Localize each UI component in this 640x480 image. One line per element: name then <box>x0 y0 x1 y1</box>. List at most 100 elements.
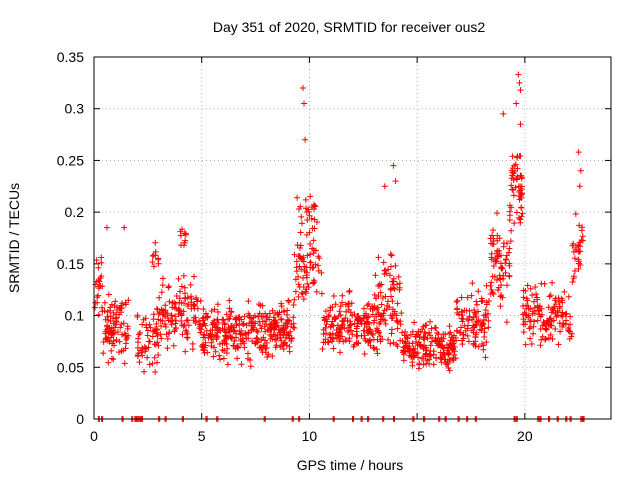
data-point <box>454 306 461 313</box>
data-point <box>337 349 344 356</box>
data-point <box>100 350 107 357</box>
data-point <box>172 313 179 320</box>
data-point <box>533 291 540 298</box>
data-point <box>288 321 295 328</box>
data-point <box>488 279 495 286</box>
data-point <box>497 293 504 300</box>
data-point <box>201 332 208 339</box>
data-point <box>500 275 507 282</box>
data-point <box>488 286 495 293</box>
data-point <box>263 344 270 351</box>
data-point <box>337 312 344 319</box>
data-point <box>534 317 541 324</box>
data-point <box>311 216 318 223</box>
data-point <box>537 303 544 310</box>
data-point <box>377 289 384 296</box>
data-point <box>103 335 110 342</box>
data-point <box>498 265 505 272</box>
data-point <box>153 320 160 327</box>
data-point <box>510 176 517 183</box>
data-point <box>541 280 548 287</box>
data-point <box>507 238 514 245</box>
data-point <box>386 304 393 311</box>
data-point <box>379 294 386 301</box>
data-point <box>278 316 285 323</box>
data-point <box>279 342 286 349</box>
data-point <box>104 308 111 315</box>
data-point <box>168 321 175 328</box>
data-point <box>245 335 252 342</box>
data-point <box>426 329 433 336</box>
data-point <box>335 332 342 339</box>
data-point <box>297 242 304 249</box>
data-point <box>493 276 500 283</box>
data-point <box>398 310 405 317</box>
data-point <box>234 355 241 362</box>
data-point <box>155 342 162 349</box>
data-point <box>298 220 305 227</box>
data-point <box>392 178 399 185</box>
data-point <box>297 229 304 236</box>
data-point <box>300 254 307 261</box>
data-point <box>204 314 211 321</box>
data-point <box>101 299 108 306</box>
data-point <box>102 316 109 323</box>
data-point <box>124 323 131 330</box>
data-point <box>377 338 384 345</box>
data-point <box>144 354 151 361</box>
data-point <box>207 332 214 339</box>
data-point <box>107 334 114 341</box>
data-point <box>433 355 440 362</box>
data-point <box>566 335 573 342</box>
data-point <box>119 300 126 307</box>
data-point <box>400 357 407 364</box>
data-point <box>371 302 378 309</box>
data-point <box>475 343 482 350</box>
data-point <box>101 307 108 314</box>
data-point <box>272 336 279 343</box>
data-point <box>409 347 416 354</box>
data-point <box>266 310 273 317</box>
data-point <box>378 301 385 308</box>
data-point <box>345 327 352 334</box>
data-point <box>151 354 158 361</box>
data-point <box>484 310 491 317</box>
data-point <box>385 336 392 343</box>
data-point <box>416 365 423 372</box>
data-point <box>121 224 128 231</box>
data-point <box>273 342 280 349</box>
data-point <box>230 342 237 349</box>
data-point <box>244 350 251 357</box>
data-point <box>535 307 542 314</box>
data-point <box>149 333 156 340</box>
data-point <box>506 260 513 267</box>
data-point <box>515 183 522 190</box>
data-point <box>302 290 309 297</box>
data-point <box>459 318 466 325</box>
data-point <box>284 316 291 323</box>
data-point <box>340 338 347 345</box>
y-tick-label: 0.25 <box>57 152 84 168</box>
data-point <box>348 300 355 307</box>
data-point <box>547 292 554 299</box>
data-point <box>457 324 464 331</box>
data-point <box>191 273 198 280</box>
data-point <box>503 240 510 247</box>
data-point <box>377 319 384 326</box>
data-point <box>175 307 182 314</box>
data-point <box>268 320 275 327</box>
data-point <box>512 161 519 168</box>
data-point <box>334 322 341 329</box>
data-point <box>113 311 120 318</box>
data-point <box>371 317 378 324</box>
data-point <box>498 292 505 299</box>
data-point <box>459 312 466 319</box>
data-point <box>149 252 156 259</box>
data-point <box>565 328 572 335</box>
x-tick-label: 15 <box>409 428 425 444</box>
data-point <box>330 293 337 300</box>
data-point <box>575 265 582 272</box>
data-point <box>122 340 129 347</box>
data-point <box>164 335 171 342</box>
